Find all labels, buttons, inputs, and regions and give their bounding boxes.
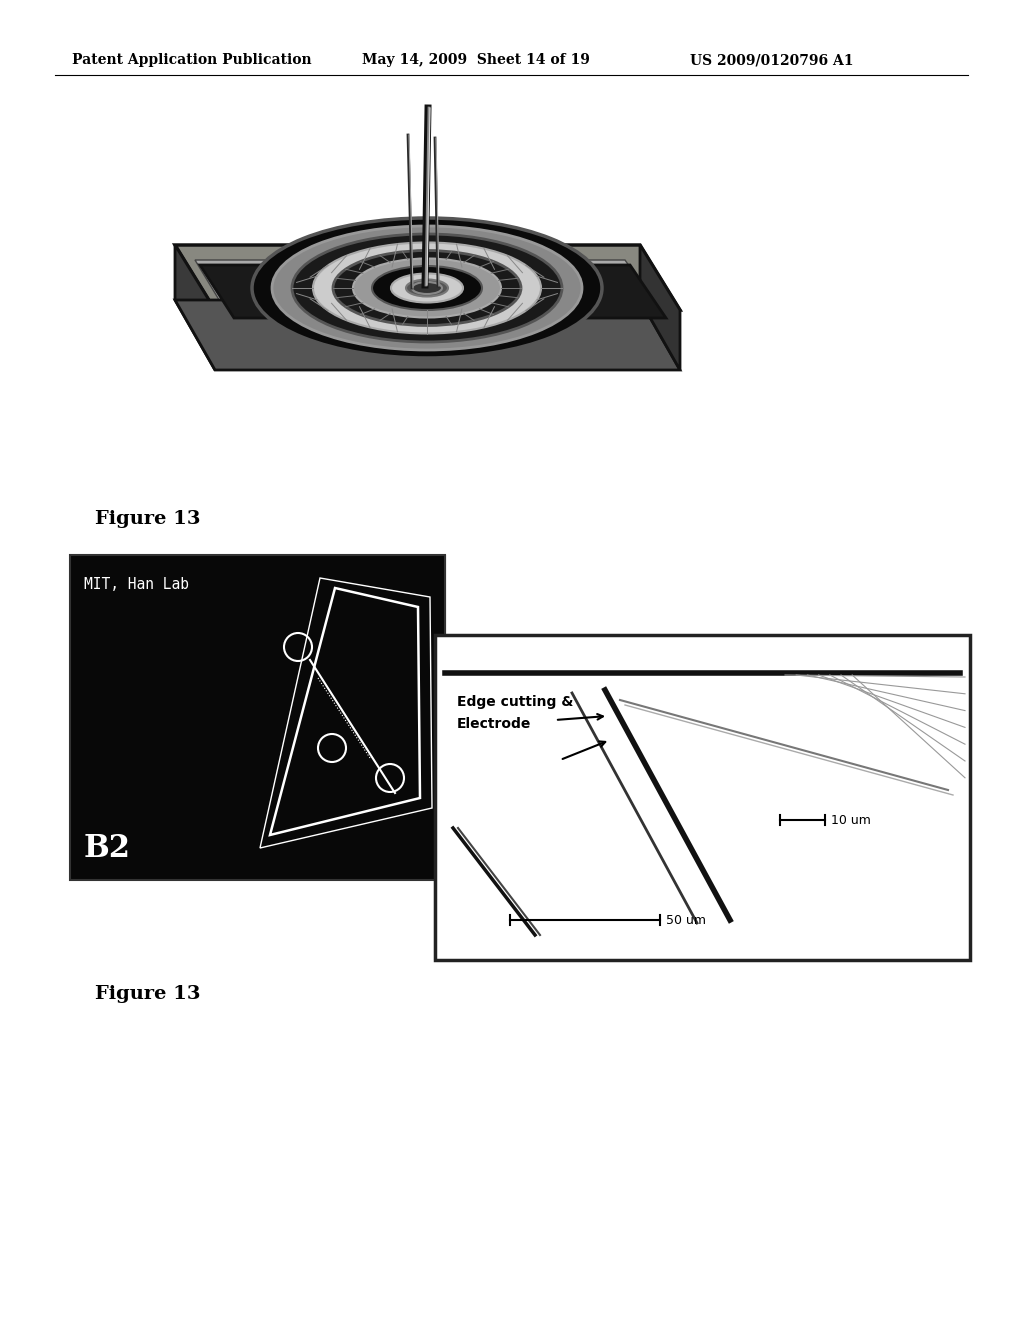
- Text: Patent Application Publication: Patent Application Publication: [72, 53, 311, 67]
- Polygon shape: [640, 246, 680, 370]
- Text: 10 um: 10 um: [831, 813, 870, 826]
- Text: Figure 13: Figure 13: [95, 985, 201, 1003]
- Text: 50 um: 50 um: [666, 913, 706, 927]
- Ellipse shape: [406, 280, 449, 297]
- Ellipse shape: [272, 226, 582, 350]
- Bar: [435, 635, 970, 960]
- Text: May 14, 2009  Sheet 14 of 19: May 14, 2009 Sheet 14 of 19: [362, 53, 590, 67]
- Polygon shape: [175, 246, 680, 310]
- Text: MIT, Han Lab: MIT, Han Lab: [84, 577, 189, 591]
- Polygon shape: [200, 265, 666, 318]
- Text: Electrode: Electrode: [457, 717, 531, 731]
- Ellipse shape: [292, 234, 562, 342]
- Polygon shape: [175, 246, 215, 370]
- Ellipse shape: [372, 267, 482, 310]
- Ellipse shape: [252, 218, 602, 358]
- Ellipse shape: [313, 243, 541, 334]
- Text: US 2009/0120796 A1: US 2009/0120796 A1: [690, 53, 853, 67]
- Polygon shape: [175, 300, 680, 370]
- Ellipse shape: [391, 273, 463, 302]
- Ellipse shape: [353, 259, 501, 318]
- Bar: [70, 554, 445, 880]
- Ellipse shape: [412, 282, 442, 294]
- Text: Figure 13: Figure 13: [95, 510, 201, 528]
- Text: Edge cutting &: Edge cutting &: [457, 696, 573, 709]
- Ellipse shape: [333, 251, 521, 326]
- Text: B2: B2: [84, 833, 131, 865]
- Polygon shape: [195, 260, 665, 318]
- Polygon shape: [435, 554, 445, 960]
